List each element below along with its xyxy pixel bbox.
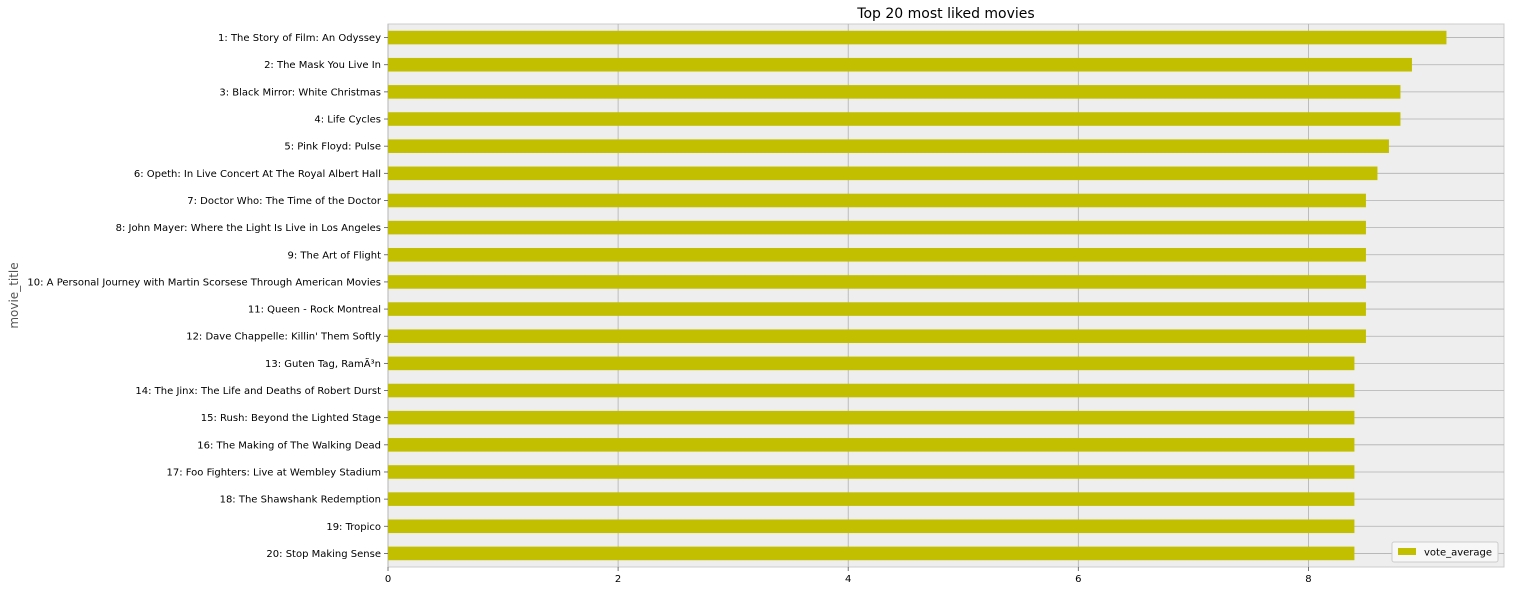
y-tick-label-15: 15: Rush: Beyond the Lighted Stage bbox=[201, 413, 381, 424]
bar-16 bbox=[388, 438, 1355, 452]
y-tick-label-18: 18: The Shawshank Redemption bbox=[220, 495, 381, 506]
legend-label: vote_average bbox=[1424, 548, 1492, 559]
y-tick-label-9: 9: The Art of Flight bbox=[288, 250, 382, 261]
y-tick-labels: 1: The Story of Film: An Odyssey 2: The M… bbox=[27, 33, 388, 560]
bar-2 bbox=[388, 57, 1412, 72]
y-tick-label-14: 14: The Jinx: The Life and Deaths of Rob… bbox=[135, 386, 381, 397]
x-tick-label-0: 0 bbox=[385, 574, 391, 585]
bar-9 bbox=[388, 247, 1366, 262]
y-tick-label-19: 19: Tropico bbox=[326, 522, 381, 533]
y-tick-label-7: 7: Doctor Who: The Time of the Doctor bbox=[187, 196, 382, 207]
chart-title: Top 20 most liked movies bbox=[856, 6, 1034, 22]
legend: vote_average bbox=[1391, 541, 1499, 563]
bar-4 bbox=[388, 112, 1401, 126]
y-tick-label-12: 12: Dave Chappelle: Killin' Them Softly bbox=[186, 332, 381, 343]
bar-8 bbox=[388, 220, 1366, 235]
x-tick-label-3: 6 bbox=[1075, 574, 1081, 585]
y-tick-label-5: 5: Pink Floyd: Pulse bbox=[284, 142, 381, 153]
x-tick-label-1: 2 bbox=[615, 574, 621, 585]
y-tick-label-3: 3: Black Mirror: White Christmas bbox=[219, 87, 381, 98]
y-tick-label-6: 6: Opeth: In Live Concert At The Royal A… bbox=[134, 169, 381, 180]
bar-11 bbox=[388, 302, 1366, 316]
bar-14 bbox=[388, 383, 1355, 398]
bar-17 bbox=[388, 465, 1355, 479]
bar-12 bbox=[388, 329, 1366, 344]
legend-swatch bbox=[1398, 548, 1416, 555]
y-tick-label-13: 13: Guten Tag, RamÃ³n bbox=[265, 357, 381, 370]
y-tick-label-17: 17: Foo Fighters: Live at Wembley Stadiu… bbox=[166, 467, 381, 478]
bar-6 bbox=[388, 166, 1378, 181]
bar-5 bbox=[388, 139, 1389, 153]
bar-7 bbox=[388, 193, 1366, 208]
x-tick-labels: 0 2 4 6 8 bbox=[385, 567, 1312, 585]
legend-box bbox=[1391, 541, 1499, 563]
y-tick-label-8: 8: John Mayer: Where the Light Is Live i… bbox=[116, 223, 381, 234]
bar-19 bbox=[388, 519, 1355, 534]
bar-13 bbox=[388, 356, 1355, 371]
plot-background bbox=[387, 23, 1505, 568]
bar-20 bbox=[388, 546, 1355, 561]
bars bbox=[388, 30, 1447, 561]
y-tick-label-2: 2: The Mask You Live In bbox=[264, 60, 381, 71]
bar-3 bbox=[388, 85, 1401, 99]
y-tick-label-4: 4: Life Cycles bbox=[314, 115, 381, 126]
y-tick-label-20: 20: Stop Making Sense bbox=[266, 549, 381, 560]
y-tick-label-16: 16: The Making of The Walking Dead bbox=[197, 440, 381, 451]
bar-18 bbox=[388, 492, 1355, 506]
bar-15 bbox=[388, 410, 1355, 425]
y-tick-label-10: 10: A Personal Journey with Martin Scors… bbox=[27, 277, 381, 288]
bar-10 bbox=[388, 275, 1366, 289]
x-tick-label-4: 8 bbox=[1305, 574, 1311, 585]
y-axis-label: movie_title bbox=[7, 262, 21, 328]
x-tick-label-2: 4 bbox=[845, 574, 851, 585]
bar-1 bbox=[388, 30, 1447, 45]
y-tick-label-1: 1: The Story of Film: An Odyssey bbox=[218, 33, 381, 44]
y-tick-label-11: 11: Queen - Rock Montreal bbox=[248, 305, 381, 316]
